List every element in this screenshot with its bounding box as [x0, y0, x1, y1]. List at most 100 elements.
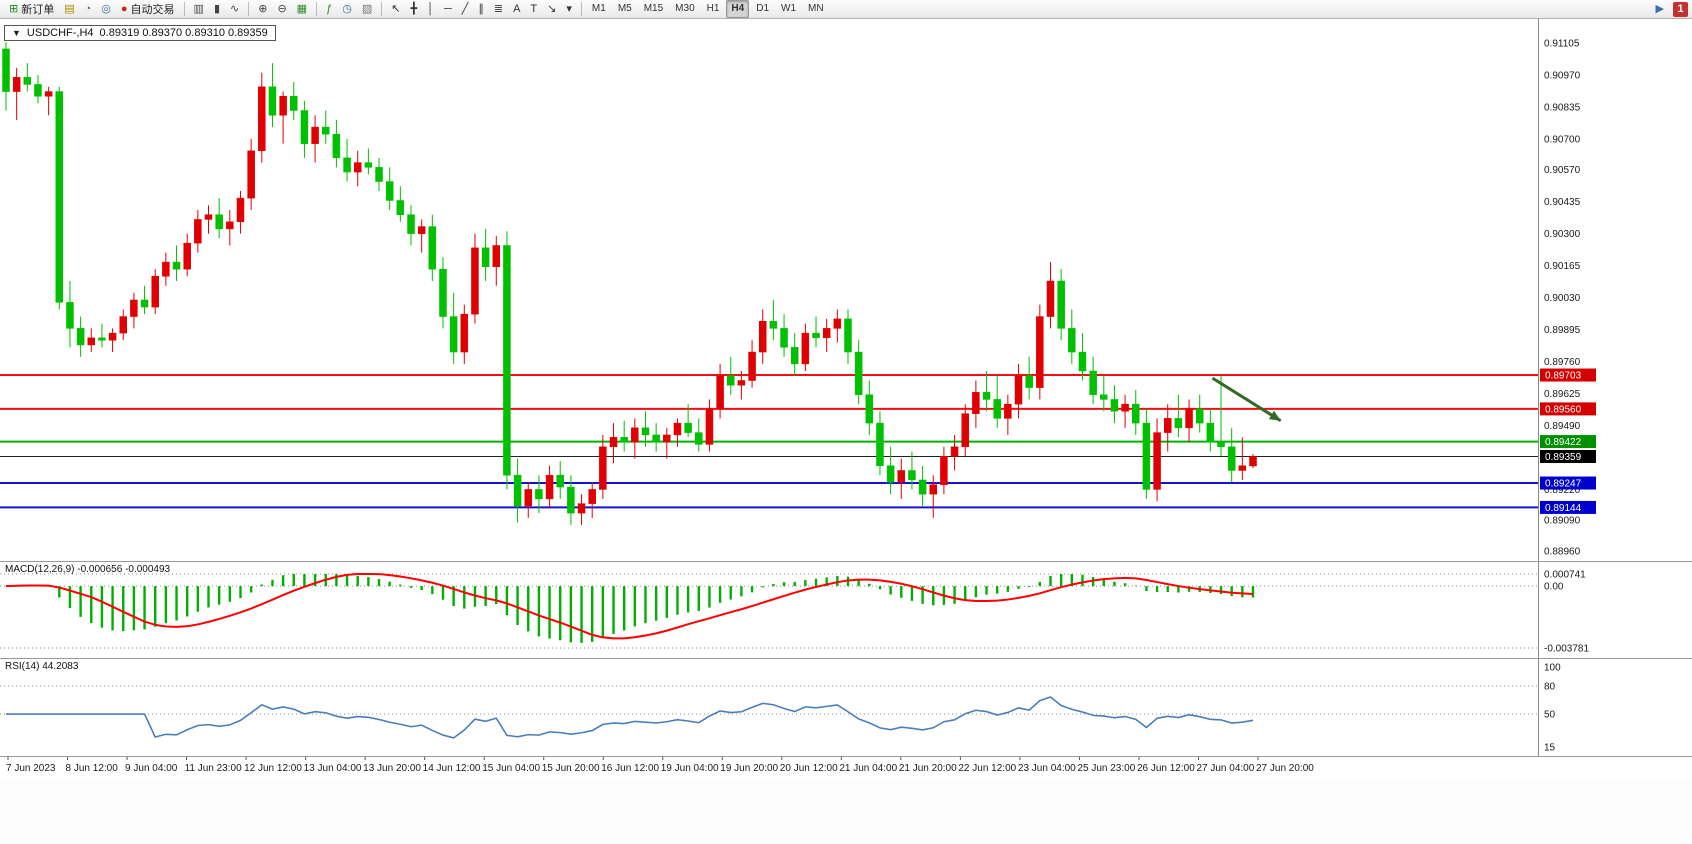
timeframe-mn-button[interactable]: MN	[808, 3, 824, 14]
price-axis-badges: 0.89703 0.89560 0.89422 0.89359 0.89247 0.891…	[1540, 368, 1596, 514]
text-icon[interactable]: A	[509, 0, 524, 18]
profile-icon: ◔	[84, 3, 92, 15]
svg-text:0.89560: 0.89560	[1545, 404, 1582, 415]
one-click-trading-dropdown-icon[interactable]: ▼	[12, 28, 21, 38]
channel-icon[interactable]: ∥	[474, 0, 488, 18]
notification-badge[interactable]: 1	[1673, 1, 1688, 17]
timeframe-m15-button[interactable]: M15	[643, 3, 664, 14]
horizontal-line-icon: ─	[443, 3, 452, 15]
panel-separator	[0, 756, 1692, 757]
zoom-out-icon[interactable]: ⊖	[273, 0, 290, 18]
rsi-panel-canvas[interactable]: 100 80 50 15	[0, 659, 1692, 756]
new-order-button[interactable]: ⊞ 新订单	[5, 0, 58, 18]
arrows-tool-icon: ↘	[547, 3, 557, 15]
svg-text:0.90435: 0.90435	[1544, 197, 1581, 208]
periods-icon[interactable]: ◷	[338, 0, 356, 18]
indicators-icon[interactable]: ƒ	[322, 0, 336, 18]
macd-histogram	[15, 574, 1255, 643]
svg-text:13 Jun 04:00: 13 Jun 04:00	[304, 763, 362, 774]
tile-windows-icon[interactable]: ▦	[293, 0, 311, 18]
toolbar-separator	[183, 2, 185, 16]
timeframe-m1-button[interactable]: M1	[591, 3, 606, 14]
quick-pointer-icon[interactable]: ▶	[1652, 0, 1668, 18]
svg-text:0.90970: 0.90970	[1544, 70, 1581, 81]
horizontal-line-icon[interactable]: ─	[440, 0, 456, 18]
svg-text:16 Jun 12:00: 16 Jun 12:00	[601, 763, 659, 774]
svg-text:13 Jun 20:00: 13 Jun 20:00	[363, 763, 421, 774]
chart-title-box: ▼ USDCHF-,H4 0.89319 0.89370 0.89310 0.8…	[4, 25, 276, 41]
vertical-line-icon[interactable]: │	[423, 0, 438, 18]
macd-signal-line	[5, 573, 1254, 640]
chart-symbol-period: USDCHF-,H4	[26, 27, 94, 39]
rsi-indicator-label: RSI(14) 44.2083	[5, 661, 79, 672]
trend-arrow-annotation[interactable]	[1211, 376, 1282, 423]
svg-text:0.90300: 0.90300	[1544, 229, 1581, 240]
svg-text:0.89490: 0.89490	[1544, 421, 1581, 432]
autotrading-button[interactable]: ● 自动交易	[117, 0, 179, 18]
charts-window-icon[interactable]: ▤	[60, 0, 78, 18]
autotrading-icon: ●	[120, 3, 128, 15]
profile-icon[interactable]: ◔	[81, 0, 96, 18]
svg-text:7 Jun 2023: 7 Jun 2023	[6, 763, 56, 774]
horizontal-level-lines[interactable]	[0, 374, 1538, 509]
svg-text:21 Jun 04:00: 21 Jun 04:00	[839, 763, 897, 774]
timeframe-m5-button[interactable]: M5	[617, 3, 632, 14]
timeframe-h4-button[interactable]: H4	[726, 0, 750, 18]
quick-pointer-icon: ▶	[1655, 3, 1664, 15]
panel-separator[interactable]	[0, 658, 1692, 659]
svg-text:26 Jun 12:00: 26 Jun 12:00	[1137, 763, 1195, 774]
svg-text:0.89144: 0.89144	[1545, 503, 1582, 514]
time-axis-canvas[interactable]: 7 Jun 2023 8 Jun 12:00 9 Jun 04:00 11 Jun 2…	[0, 757, 1692, 779]
svg-text:0.89220: 0.89220	[1544, 485, 1581, 496]
macd-indicator-label: MACD(12,26,9) -0.000656 -0.000493	[5, 564, 171, 575]
svg-text:19 Jun 20:00: 19 Jun 20:00	[720, 763, 778, 774]
templates-icon[interactable]: ▨	[358, 0, 376, 18]
fibonacci-icon[interactable]: ≣	[490, 0, 507, 18]
svg-text:0.00: 0.00	[1544, 582, 1564, 593]
crosshair-icon: ╋	[410, 3, 418, 15]
line-chart-icon: ∿	[230, 3, 240, 15]
fibonacci-icon: ≣	[493, 3, 504, 15]
cycle-icon[interactable]: ◎	[97, 0, 115, 18]
timeframe-w1-button[interactable]: W1	[781, 3, 797, 14]
price-chart-canvas[interactable]: 0.91105 0.90970 0.90835 0.90700 0.90570 0.904…	[0, 19, 1692, 561]
zoom-in-icon[interactable]: ⊕	[254, 0, 271, 18]
label-icon[interactable]: T	[526, 0, 541, 18]
svg-text:15: 15	[1544, 743, 1556, 754]
crosshair-icon[interactable]: ╋	[406, 0, 421, 18]
svg-text:20 Jun 12:00: 20 Jun 12:00	[780, 763, 838, 774]
svg-text:27 Jun 04:00: 27 Jun 04:00	[1196, 763, 1254, 774]
timeframe-m30-button[interactable]: M30	[675, 3, 695, 14]
bottom-spacer	[0, 779, 1692, 844]
arrows-tool-icon[interactable]: ↘	[543, 0, 560, 18]
svg-text:14 Jun 12:00: 14 Jun 12:00	[423, 763, 481, 774]
panel-separator[interactable]	[0, 561, 1692, 562]
svg-text:0.89090: 0.89090	[1544, 516, 1581, 527]
svg-text:100: 100	[1544, 663, 1561, 674]
svg-text:19 Jun 04:00: 19 Jun 04:00	[661, 763, 719, 774]
periods-icon: ◷	[342, 3, 352, 15]
cursor-icon[interactable]: ↖	[387, 0, 404, 18]
timeframe-d1-button[interactable]: D1	[756, 3, 770, 14]
svg-text:0.90835: 0.90835	[1544, 102, 1581, 113]
candlestick-chart-icon[interactable]: ▮	[210, 0, 224, 18]
svg-text:0.91105: 0.91105	[1544, 39, 1580, 50]
tools-dropdown-icon: ▾	[566, 3, 572, 15]
tools-dropdown-icon[interactable]: ▾	[562, 0, 576, 18]
line-chart-icon[interactable]: ∿	[226, 0, 243, 18]
toolbar-separator	[316, 2, 318, 16]
svg-text:0.88960: 0.88960	[1544, 547, 1581, 558]
svg-text:21 Jun 20:00: 21 Jun 20:00	[899, 763, 957, 774]
trendline-icon[interactable]: ╱	[458, 0, 473, 18]
svg-text:0.90165: 0.90165	[1544, 261, 1581, 272]
toolbar-separator	[580, 2, 582, 16]
svg-text:0.90700: 0.90700	[1544, 134, 1581, 145]
vertical-line-icon: │	[427, 3, 434, 15]
timeframe-h1-button[interactable]: H1	[706, 3, 720, 14]
rsi-axis-labels: 100 80 50 15	[0, 663, 1561, 754]
svg-text:9 Jun 04:00: 9 Jun 04:00	[125, 763, 178, 774]
bar-chart-icon[interactable]: ▥	[190, 0, 208, 18]
